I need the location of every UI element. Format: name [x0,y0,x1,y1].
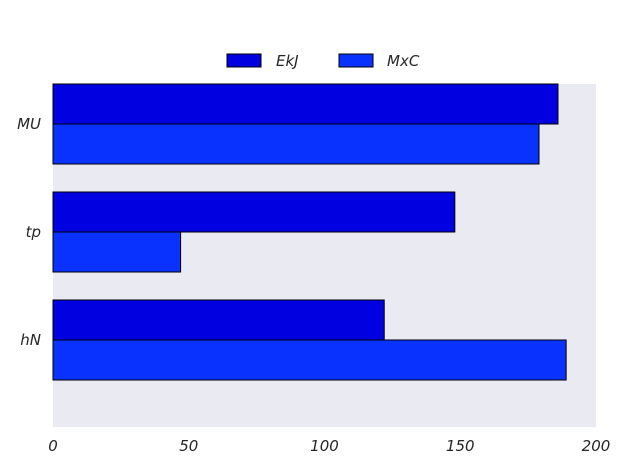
bar-EkJ-tp [52,191,456,233]
legend: EkJ MxC [226,52,420,70]
bar-MxC-hN [52,339,567,381]
legend-swatch-MxC [338,53,374,68]
bar-MxC-MU [52,123,540,165]
legend-label-EkJ: EkJ [276,52,299,70]
y-tick-label: hN [20,331,41,349]
x-tick-label: 150 [446,437,475,455]
x-tick-label: 50 [179,437,198,455]
legend-label-MxC: MxC [387,52,420,70]
bar-EkJ-hN [52,299,385,341]
bar-EkJ-MU [52,83,559,125]
y-tick-label: MU [17,115,41,133]
x-tick-label: 100 [310,437,339,455]
y-tick-label: tp [26,223,41,241]
legend-swatch-EkJ [226,53,262,68]
y-tick-labels: MU tp hN [17,115,41,349]
x-tick-labels: 0 50 100 150 200 [48,437,610,455]
x-tick-label: 0 [48,437,58,455]
bars-group [52,83,567,381]
x-tick-label: 200 [582,437,611,455]
bar-MxC-tp [52,231,182,273]
